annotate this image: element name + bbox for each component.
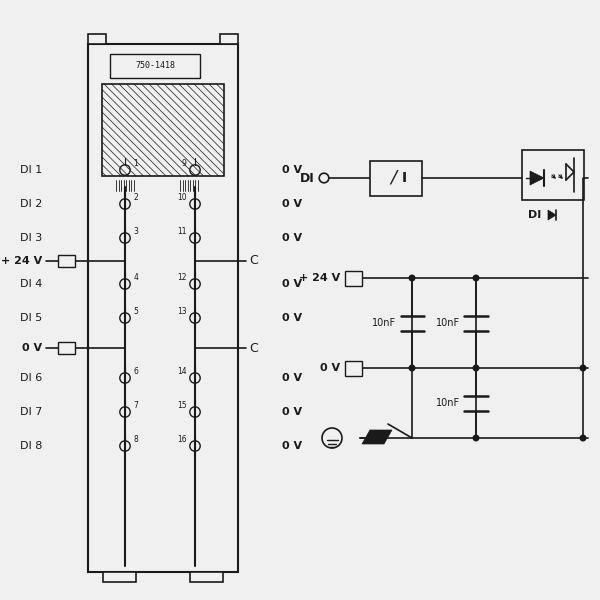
Text: 13: 13 [177,307,187,316]
Bar [522,150,584,200]
Text: 7: 7 [133,401,139,409]
Text: 0 V: 0 V [22,343,42,353]
Text: I: I [401,171,407,185]
Bar [58,255,75,267]
Text: + 24 V: + 24 V [1,256,42,266]
Text: 750-1418: 750-1418 [135,61,175,70]
Text: 0 V: 0 V [282,407,302,417]
Text: 10nF: 10nF [436,398,460,408]
Text: DI: DI [300,172,315,185]
Text: DI 1: DI 1 [20,165,42,175]
Bar [102,84,224,176]
Text: 0 V: 0 V [282,373,302,383]
Text: 5: 5 [133,307,139,316]
Bar [58,342,75,354]
Text: 0 V: 0 V [282,199,302,209]
Bar [88,34,106,44]
Circle shape [473,275,479,281]
Text: 0 V: 0 V [282,233,302,243]
Text: 10nF: 10nF [436,318,460,328]
Text: 10nF: 10nF [372,318,396,328]
Polygon shape [530,171,544,185]
Text: 0 V: 0 V [282,313,302,323]
Text: 2: 2 [133,193,138,202]
Text: C: C [249,254,258,268]
Text: 10: 10 [177,193,187,202]
Circle shape [409,365,415,371]
Circle shape [580,365,586,371]
Bar [345,361,362,376]
Text: 1: 1 [133,158,138,167]
Bar [110,54,200,78]
Text: 11: 11 [177,226,187,235]
Text: DI 6: DI 6 [20,373,42,383]
Bar [190,572,223,582]
Text: 6: 6 [133,367,139,376]
Bar [103,572,136,582]
Polygon shape [548,210,556,220]
Bar [220,34,238,44]
Text: 0 V: 0 V [282,279,302,289]
Text: DI 3: DI 3 [20,233,42,243]
Text: DI 7: DI 7 [20,407,42,417]
Text: DI: DI [528,210,541,220]
Text: /: / [390,168,396,186]
Text: DI 2: DI 2 [20,199,42,209]
Circle shape [473,365,479,371]
Text: 14: 14 [177,367,187,376]
Text: 0 V: 0 V [282,441,302,451]
Text: + 24 V: + 24 V [299,273,340,283]
Text: DI 4: DI 4 [20,279,42,289]
Text: 12: 12 [177,272,187,281]
Text: 4: 4 [133,272,139,281]
Text: DI 8: DI 8 [20,441,42,451]
Circle shape [580,435,586,441]
Bar [88,44,238,572]
Text: 8: 8 [133,434,138,443]
Text: 0 V: 0 V [320,363,340,373]
Text: 15: 15 [177,401,187,409]
Text: 3: 3 [133,226,139,235]
Bar [345,271,362,286]
Circle shape [409,275,415,281]
Text: 16: 16 [177,434,187,443]
Text: 9: 9 [182,158,187,167]
Text: DI 5: DI 5 [20,313,42,323]
Bar [370,161,422,196]
Circle shape [473,435,479,441]
Text: 0 V: 0 V [282,165,302,175]
Text: C: C [249,341,258,355]
Polygon shape [362,430,392,444]
